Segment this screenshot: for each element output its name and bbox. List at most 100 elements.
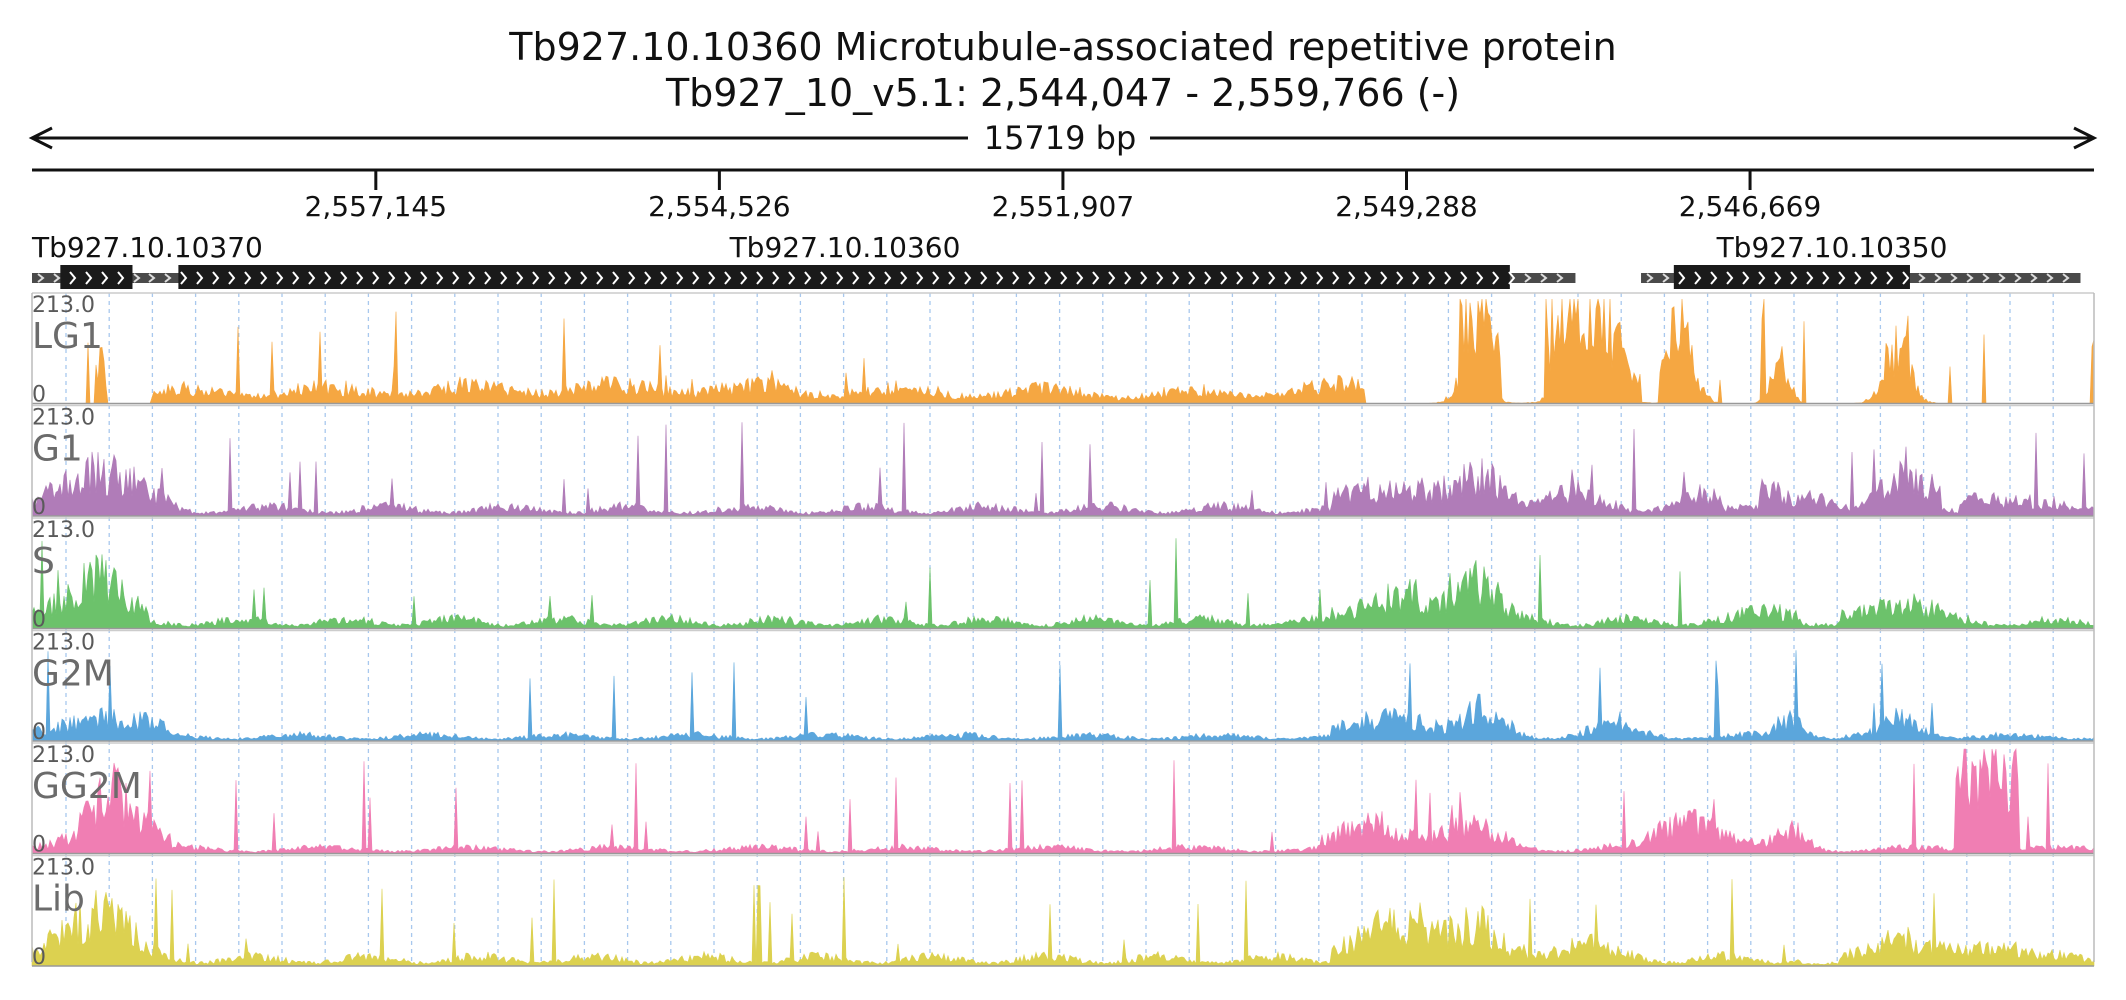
span-arrow-right	[2073, 126, 2098, 150]
chevron-icon	[628, 271, 636, 285]
chevron-icon	[1396, 271, 1404, 285]
chevron-icon	[1284, 271, 1292, 285]
chevron-icon	[580, 271, 588, 285]
chevron-icon	[1854, 271, 1862, 285]
chevron-icon	[196, 271, 204, 285]
chevron-icon	[1662, 273, 1670, 283]
track-min-label: 0	[32, 833, 46, 858]
chevron-icon	[404, 271, 412, 285]
chevron-icon	[1774, 271, 1782, 285]
coverage-area-g2m	[31, 650, 2095, 742]
gene-chevrons-1	[148, 271, 1564, 285]
chevron-icon	[1092, 271, 1100, 285]
chevron-icon	[468, 271, 476, 285]
chevron-icon	[1124, 271, 1132, 285]
chevron-icon	[708, 271, 716, 285]
chevron-icon	[900, 271, 908, 285]
chevron-icon	[1252, 271, 1260, 285]
chevron-icon	[1790, 271, 1798, 285]
chevron-icon	[1364, 271, 1372, 285]
chevron-icon	[356, 271, 364, 285]
chevron-icon	[1348, 271, 1356, 285]
chevron-icon	[2014, 273, 2022, 283]
track-min-label: 0	[32, 495, 46, 520]
gene-label-0: Tb927.10.10370	[31, 231, 263, 264]
track-max-label: 213.0	[32, 743, 95, 768]
chevron-icon	[324, 271, 332, 285]
chevron-icon	[292, 271, 300, 285]
chevron-icon	[1268, 271, 1276, 285]
chevron-icon	[180, 271, 188, 285]
track-name: GG2M	[32, 766, 142, 807]
chevron-icon	[1220, 271, 1228, 285]
chevron-icon	[1476, 271, 1484, 285]
chart-title: Tb927.10.10360 Microtubule-associated re…	[508, 25, 1616, 69]
chevron-icon	[500, 271, 508, 285]
track-max-label: 213.0	[32, 406, 95, 431]
chevron-icon	[516, 271, 524, 285]
chevron-icon	[1156, 271, 1164, 285]
chevron-icon	[692, 271, 700, 285]
chevron-icon	[1966, 273, 1974, 283]
chevron-icon	[1332, 271, 1340, 285]
chevron-icon	[1028, 271, 1036, 285]
gene-chevrons-2	[1646, 271, 2070, 285]
coverage-area-s	[31, 538, 2095, 629]
chevron-icon	[276, 271, 284, 285]
chevron-icon	[1428, 271, 1436, 285]
gene-label-2: Tb927.10.10350	[1716, 231, 1948, 264]
chevron-icon	[884, 271, 892, 285]
chevron-icon	[1982, 273, 1990, 283]
chevron-icon	[388, 271, 396, 285]
chevron-icon	[964, 271, 972, 285]
chevron-icon	[788, 271, 796, 285]
chevron-icon	[996, 271, 1004, 285]
chevron-icon	[1012, 271, 1020, 285]
chevron-icon	[340, 271, 348, 285]
chevron-icon	[420, 271, 428, 285]
gene-track: Tb927.10.10370 Tb927.10.10360 Tb927.10.103…	[31, 231, 2081, 289]
chevron-icon	[1076, 271, 1084, 285]
chevron-icon	[1172, 271, 1180, 285]
chevron-icon	[1742, 271, 1750, 285]
track-g1: 213.0G1 0	[31, 404, 2095, 520]
chevron-icon	[133, 273, 141, 283]
track-name: Lib	[32, 879, 85, 920]
chevron-icon	[1918, 273, 1926, 283]
track-s: 213.0S 0	[31, 517, 2095, 633]
chevron-icon	[1060, 271, 1068, 285]
chevron-icon	[1822, 271, 1830, 285]
x-tick-label-0: 2,557,145	[305, 190, 448, 223]
chevron-icon	[564, 271, 572, 285]
chevron-icon	[852, 271, 860, 285]
chevron-icon	[1556, 273, 1564, 283]
x-axis-ticks: 2,557,145 2,554,526 2,551,907 2,549,288 2,54…	[305, 170, 1822, 223]
track-min-label: 0	[32, 945, 46, 970]
chevron-icon	[660, 271, 668, 285]
chevron-icon	[1492, 271, 1500, 285]
chevron-icon	[948, 271, 956, 285]
chevron-icon	[836, 271, 844, 285]
chevron-icon	[1204, 271, 1212, 285]
chevron-icon	[1140, 271, 1148, 285]
chevron-icon	[1838, 271, 1846, 285]
chevron-icon	[868, 271, 876, 285]
chevron-icon	[1316, 271, 1324, 285]
chevron-icon	[1300, 271, 1308, 285]
chart-subtitle: Tb927_10_v5.1: 2,544,047 - 2,559,766 (-)	[665, 71, 1460, 115]
gene-label-1: Tb927.10.10360	[729, 231, 961, 264]
chevron-icon	[532, 271, 540, 285]
track-min-label: 0	[32, 608, 46, 633]
coverage-area-lg1	[32, 298, 2095, 404]
chevron-icon	[2046, 273, 2054, 283]
chevron-icon	[1758, 271, 1766, 285]
chevron-icon	[1412, 271, 1420, 285]
chevron-icon	[740, 271, 748, 285]
x-tick-label-1: 2,554,526	[648, 190, 791, 223]
x-tick-label-4: 2,546,669	[1679, 190, 1822, 223]
chevron-icon	[85, 271, 93, 285]
chevron-icon	[1444, 271, 1452, 285]
